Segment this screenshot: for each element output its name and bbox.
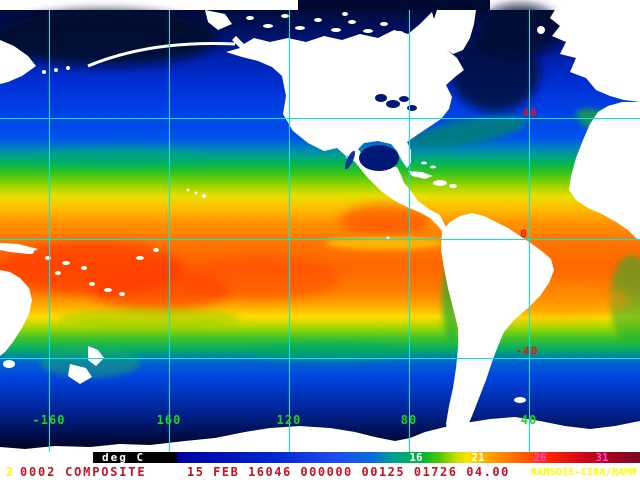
colorbar-tick-21: 21 (471, 451, 485, 464)
great-lake-3 (399, 96, 409, 102)
gulf-of-mexico-water (359, 145, 399, 171)
kuril-islands (42, 66, 70, 74)
meridian-line-4 (409, 10, 410, 452)
new-zealand-south-island (68, 364, 92, 384)
longitude-label-3: 120 (276, 413, 302, 427)
longitude-label-2: 160 (156, 413, 182, 427)
parallel-line-40n (0, 118, 640, 119)
sst-map: 40 0 -40 -160 160 120 80 40 (0, 0, 640, 463)
south-atlantic-islands (470, 392, 526, 403)
hawaii-islands (186, 188, 206, 198)
meridian-line-1 (49, 10, 50, 452)
australia-landmass (0, 270, 32, 356)
great-lake-2 (386, 100, 400, 108)
bering-sea-cold-patch (0, 10, 217, 66)
meridian-line-3 (289, 10, 290, 452)
longitude-label-5: 40 (520, 413, 538, 427)
colorbar-tick-31: 31 (595, 451, 609, 464)
temperature-colorbar: deg C 16 21 26 31 (93, 452, 640, 463)
front-wiggle-1 (30, 148, 210, 168)
front-wiggle-2 (60, 308, 240, 328)
timestamp-text: 15 FEB 16046 000000 00125 01726 04.00 (187, 465, 510, 479)
chukotka-landmass (205, 10, 232, 30)
gulf-stream-front (408, 116, 528, 148)
greenland-landmass (433, 10, 476, 54)
tasman-green-patch (40, 346, 140, 378)
map-overlay-graphics (0, 4, 640, 463)
colorbar-unit-label: deg C (93, 452, 177, 463)
front-wiggle-3 (250, 342, 410, 362)
credit-text: RAMSDIS-CIRA/RAMM (531, 467, 637, 478)
caribbean-islands (408, 161, 457, 188)
equator-line (0, 239, 640, 240)
arctic-island-specks (246, 12, 404, 35)
colorbar-tick-26: 26 (533, 451, 547, 464)
warm-pool-patch-3 (180, 256, 340, 300)
galapagos-island (386, 236, 390, 240)
iceland-island (537, 26, 545, 34)
latitude-label-40s: -40 (515, 344, 539, 358)
north-america-landmass (226, 12, 464, 231)
product-label: 0002 COMPOSITE (20, 465, 147, 479)
latitude-label-0: 0 (520, 227, 528, 241)
longitude-label-4: 80 (400, 413, 418, 427)
antarctica-ice-edge (0, 417, 640, 463)
colorbar-gradient: 16 21 26 31 (177, 452, 640, 463)
status-bar: 2 0002 COMPOSITE 15 FEB 16046 000000 001… (0, 463, 640, 480)
east-pacific-warm-patch (340, 204, 430, 236)
longitude-label-1: -160 (32, 413, 66, 427)
south-america-landmass (441, 213, 554, 442)
latitude-label-40n: 40 (522, 106, 538, 120)
west-pacific-islands (8, 246, 159, 298)
new-zealand-north-island (88, 346, 104, 366)
frame-number: 2 (6, 465, 14, 479)
tasmania-island (3, 360, 15, 368)
europe-landmass (550, 8, 640, 102)
aleutian-island-arc (87, 41, 236, 68)
kamchatka-landmass (0, 40, 36, 84)
gulf-of-california-water (344, 150, 356, 170)
meridian-line-5 (529, 10, 530, 452)
great-lake-1 (375, 94, 387, 102)
africa-landmass (569, 102, 640, 240)
colorbar-tick-16: 16 (409, 451, 423, 464)
arctic-dark-water (298, 0, 490, 10)
parallel-line-40s (0, 358, 640, 359)
meridian-line-2 (169, 10, 170, 452)
north-atlantic-cold-patch (478, 4, 562, 56)
